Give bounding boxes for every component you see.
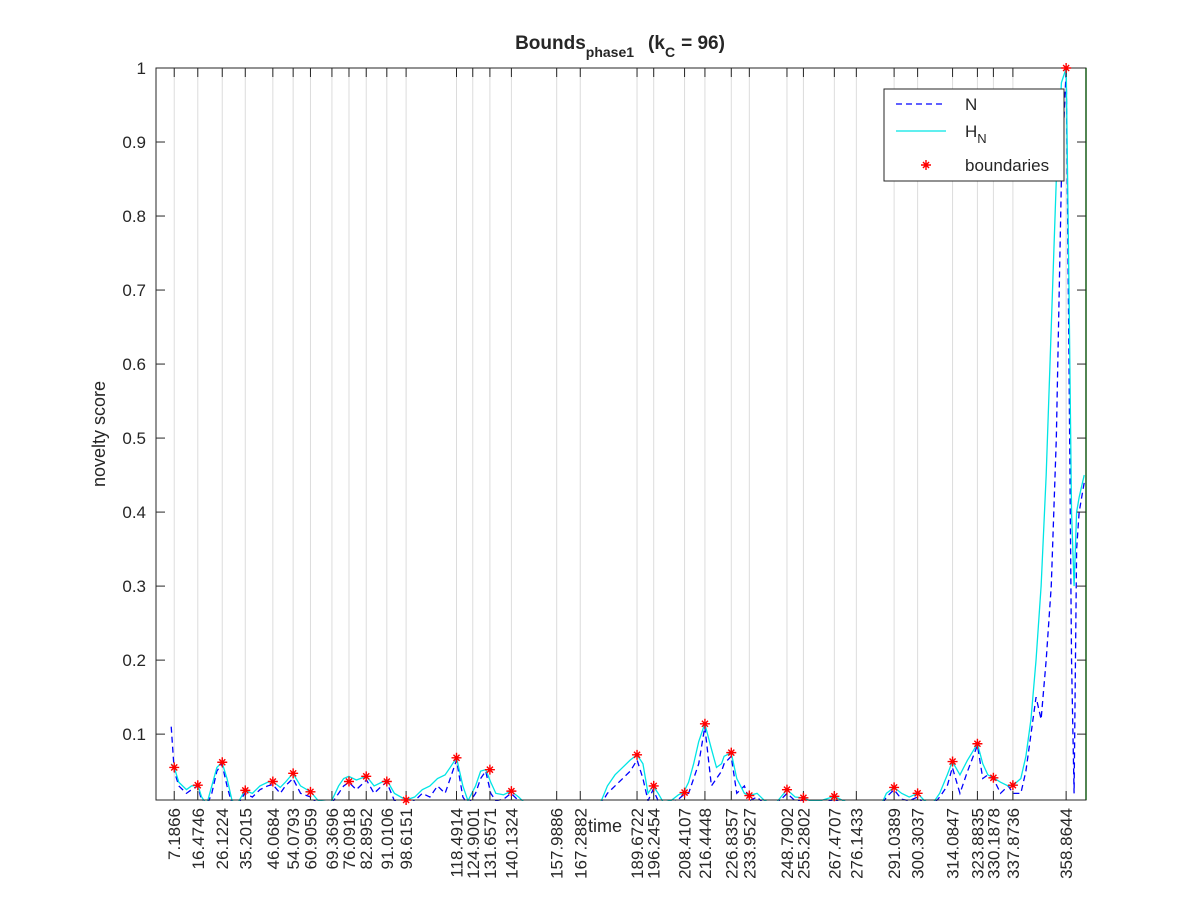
series-line [170,67,1085,801]
legend-label-name: H [965,122,977,141]
boundary-marker [343,776,354,787]
y-tick-label: 1 [137,59,146,78]
x-tick-label: 69.3696 [323,808,342,869]
boundary-marker [972,738,983,749]
x-tick-label: 248.7902 [778,808,797,879]
x-tick-label: 131.6571 [481,808,500,879]
x-tick-label: 226.8357 [722,808,741,879]
boundary-marker [947,756,958,767]
x-tick-label: 91.0106 [378,808,397,869]
boundary-marker [192,780,203,791]
y-tick-label: 0.3 [122,577,146,596]
x-tick-label: 196.2454 [645,808,664,879]
x-tick-label: 358.8644 [1057,808,1076,879]
boundary-marker [648,780,659,791]
x-tick-label: 300.3037 [909,808,928,879]
boundary-marker [726,747,737,758]
x-tick-label: 208.4107 [676,808,695,879]
x-tick-label: 337.8736 [1004,808,1023,879]
x-tick-label: 140.1324 [502,808,521,879]
x-tick-label: 233.9527 [740,808,759,879]
boundary-marker [1007,780,1018,791]
y-tick-label: 0.9 [122,133,146,152]
x-tick-label: 98.6151 [397,808,416,869]
x-tick-label: 167.2882 [571,808,590,879]
x-tick-label: 82.8952 [357,808,376,869]
boundary-marker [699,718,710,729]
boundary-marker [781,784,792,795]
x-tick-label: 76.0918 [340,808,359,869]
boundary-marker [484,764,495,775]
boundary-marker [679,787,690,798]
y-axis-label: novelty score [89,381,109,487]
title-main: Bounds [515,33,586,54]
boundary-marker [240,785,251,796]
x-tick-label: 46.0684 [264,808,283,869]
legend-box [883,88,1065,182]
boundary-marker [798,792,809,803]
legend-label-name: N [965,95,977,114]
boundary-marker [361,771,372,782]
boundary-marker [889,782,900,793]
x-axis-label: time [588,816,622,836]
x-tick-label: 60.9059 [301,808,320,869]
x-tick-label: 16.4746 [189,808,208,869]
title-subscript: phase1 [586,44,634,60]
x-tick-label: 291.0389 [885,808,904,879]
boundary-marker [988,772,999,783]
boundary-marker [381,776,392,787]
x-tick-label: 267.4707 [825,808,844,879]
boundary-marker [632,749,643,760]
y-tick-label: 0.1 [122,725,146,744]
boundary-marker [169,762,180,773]
boundary-marker [401,795,412,805]
y-tick-label: 0.8 [122,207,146,226]
boundary-marker [451,752,462,763]
y-tick-label: 0.6 [122,355,146,374]
boundary-marker [744,790,755,801]
boundary-marker [267,776,278,787]
y-tick-label: 0.5 [122,429,146,448]
x-tick-label: 314.0847 [944,808,963,879]
x-tick-label: 118.4914 [448,808,467,878]
boundary-marker [217,757,228,768]
legend-swatch [921,160,931,170]
boundary-marker [305,786,316,797]
grid [173,68,1067,800]
series-line [170,67,1085,801]
y-tick-label: 0.7 [122,281,146,300]
x-tick-label: 276.1433 [847,808,866,879]
y-tick-label: 0.4 [122,503,146,522]
title-param-rest: = 96) [681,33,725,54]
y-tick-label: 0.2 [122,651,146,670]
boundary-marker [288,768,299,779]
x-tick-label: 157.9886 [548,808,567,879]
title-param: (k [648,33,665,54]
legend-label: boundaries [965,156,1049,175]
boundary-marker [1061,63,1072,73]
x-tick-label: 323.8835 [968,808,987,879]
chart-title: Boundsphase1 (kC = 96) [515,33,725,60]
x-tick-label: 124.9001 [464,808,483,879]
boundary-marker [829,791,840,802]
x-tick-label: 26.1224 [213,808,232,869]
x-tick-label: 35.2015 [236,808,255,869]
boundary-marker [506,786,517,797]
legend-label: N [965,95,977,114]
x-tick-label: 330.1878 [984,808,1003,879]
title-param-subscript: C [665,44,675,60]
legend-label: HN [965,122,987,146]
boundary-marker [912,788,923,799]
axes-box [155,67,1087,801]
legend-label-subscript: N [977,131,986,146]
x-tick-label: 54.0793 [284,808,303,869]
x-tick-label: 189.6722 [628,808,647,879]
x-tick-label: 7.1866 [165,808,184,860]
x-tick-label: 216.4448 [696,808,715,879]
x-tick-label: 255.2802 [794,808,813,879]
